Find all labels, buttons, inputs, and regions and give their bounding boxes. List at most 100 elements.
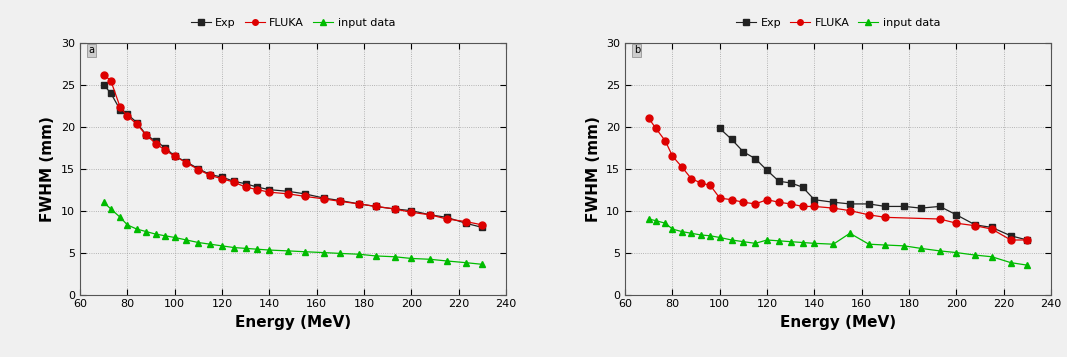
Line: FLUKA: FLUKA [646, 115, 1031, 243]
FLUKA [749, 202, 762, 206]
FLUKA [130, 122, 143, 126]
FLUKA [844, 208, 857, 213]
Exp [239, 182, 252, 186]
Exp [827, 200, 840, 204]
input data [404, 256, 417, 261]
FLUKA [140, 133, 153, 137]
FLUKA [299, 194, 312, 198]
FLUKA [262, 190, 275, 194]
FLUKA [114, 105, 127, 110]
Exp [714, 126, 727, 131]
Exp [476, 225, 489, 230]
input data [317, 251, 330, 255]
FLUKA [761, 197, 774, 202]
input data [914, 246, 927, 251]
Exp [251, 185, 264, 189]
FLUKA [159, 148, 172, 152]
FLUKA [204, 173, 217, 177]
FLUKA [282, 192, 294, 196]
input data [369, 254, 382, 258]
input data [262, 248, 275, 252]
Line: input data: input data [100, 199, 485, 268]
Exp [773, 179, 785, 183]
Exp [121, 112, 133, 116]
FLUKA [1004, 238, 1017, 242]
Text: b: b [634, 45, 640, 55]
Exp [97, 82, 110, 87]
Legend: Exp, FLUKA, input data: Exp, FLUKA, input data [187, 13, 399, 32]
Exp [140, 133, 153, 137]
Exp [950, 213, 962, 217]
Exp [459, 221, 472, 225]
input data [784, 240, 797, 244]
Y-axis label: FWHM (mm): FWHM (mm) [41, 116, 55, 222]
input data [299, 250, 312, 254]
input data [642, 217, 655, 221]
Exp [749, 156, 762, 161]
Y-axis label: FWHM (mm): FWHM (mm) [586, 116, 601, 222]
input data [97, 200, 110, 204]
input data [251, 247, 264, 251]
FLUKA [441, 217, 453, 221]
Exp [796, 185, 809, 189]
FLUKA [169, 154, 181, 158]
Exp [879, 204, 892, 208]
FLUKA [149, 141, 162, 146]
input data [159, 234, 172, 238]
Exp [424, 213, 436, 217]
Exp [737, 150, 750, 154]
Exp [969, 223, 982, 227]
FLUKA [216, 177, 228, 181]
Line: Exp: Exp [100, 81, 485, 231]
Exp [169, 154, 181, 158]
FLUKA [317, 197, 330, 201]
input data [773, 239, 785, 243]
FLUKA [192, 167, 205, 172]
FLUKA [950, 221, 962, 225]
FLUKA [334, 199, 347, 203]
Exp [1004, 234, 1017, 238]
input data [714, 235, 727, 240]
FLUKA [476, 223, 489, 227]
Exp [914, 206, 927, 210]
FLUKA [650, 126, 663, 131]
input data [808, 241, 821, 246]
Exp [844, 202, 857, 206]
input data [726, 238, 738, 242]
input data [388, 255, 401, 259]
input data [749, 241, 762, 246]
FLUKA [404, 210, 417, 215]
FLUKA [796, 204, 809, 208]
input data [216, 244, 228, 248]
FLUKA [879, 215, 892, 220]
input data [862, 242, 875, 246]
input data [334, 251, 347, 256]
input data [827, 242, 840, 246]
Exp [216, 175, 228, 179]
Exp [114, 108, 127, 112]
Exp [784, 181, 797, 185]
Line: input data: input data [646, 216, 1031, 268]
input data [1021, 263, 1034, 267]
FLUKA [808, 204, 821, 208]
input data [140, 230, 153, 234]
input data [950, 251, 962, 255]
input data [659, 221, 672, 225]
Exp [262, 187, 275, 192]
FLUKA [726, 197, 738, 202]
FLUKA [737, 200, 750, 204]
FLUKA [121, 114, 133, 118]
Exp [726, 137, 738, 141]
Exp [808, 197, 821, 202]
input data [114, 215, 127, 220]
Exp [227, 179, 240, 183]
input data [666, 227, 679, 231]
Exp [986, 225, 999, 230]
input data [796, 240, 809, 245]
input data [650, 218, 663, 223]
input data [204, 242, 217, 246]
FLUKA [642, 116, 655, 120]
FLUKA [239, 185, 252, 189]
FLUKA [704, 183, 717, 188]
Exp [130, 120, 143, 125]
